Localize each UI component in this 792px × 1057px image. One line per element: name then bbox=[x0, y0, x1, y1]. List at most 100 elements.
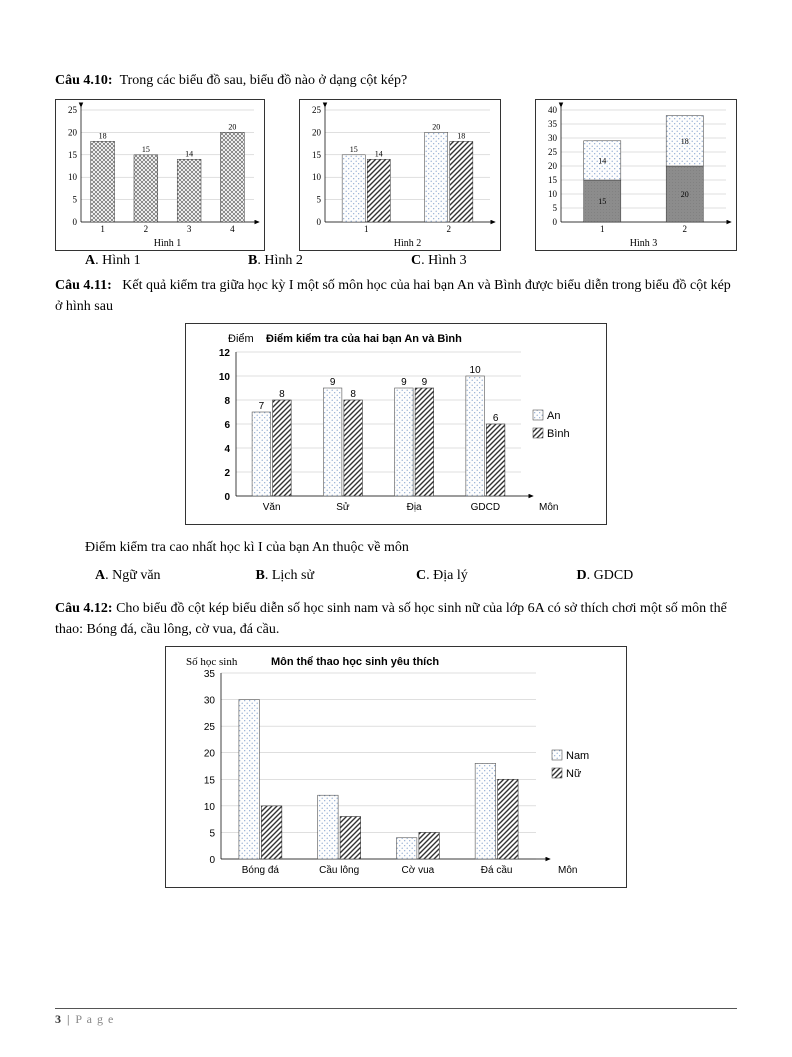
svg-text:10: 10 bbox=[312, 172, 322, 182]
svg-text:7: 7 bbox=[259, 401, 265, 412]
svg-text:3: 3 bbox=[187, 224, 192, 234]
q411-text: Kết quả kiểm tra giữa học kỳ I một số mô… bbox=[55, 278, 731, 314]
chart-412: Số học sinhMôn thể thao học sinh yêu thí… bbox=[165, 646, 627, 888]
question-4-11: Câu 4.11: Kết quả kiểm tra giữa học kỳ I… bbox=[55, 275, 737, 317]
svg-text:Môn: Môn bbox=[558, 865, 577, 876]
svg-text:An: An bbox=[547, 410, 560, 422]
question-4-10: Câu 4.10: Trong các biểu đồ sau, biểu đồ… bbox=[55, 70, 737, 91]
q411-prompt: Điểm kiểm tra cao nhất học kì I của bạn … bbox=[85, 537, 737, 558]
svg-text:14: 14 bbox=[185, 149, 193, 158]
svg-text:20: 20 bbox=[312, 127, 322, 137]
svg-text:1: 1 bbox=[364, 224, 369, 234]
svg-text:9: 9 bbox=[330, 377, 336, 388]
svg-text:Sử: Sử bbox=[336, 501, 350, 513]
q410-label: Câu 4.10: bbox=[55, 73, 113, 88]
svg-text:18: 18 bbox=[681, 137, 689, 146]
question-4-12: Câu 4.12: Cho biểu đồ cột kép biểu diễn … bbox=[55, 598, 737, 640]
svg-text:20: 20 bbox=[681, 190, 689, 199]
svg-text:15: 15 bbox=[68, 150, 78, 160]
svg-text:2: 2 bbox=[447, 224, 452, 234]
charts-row-410: 0510152025181152143204Hình 1 05101520251… bbox=[55, 99, 737, 251]
svg-text:5: 5 bbox=[209, 828, 215, 839]
svg-text:6: 6 bbox=[493, 413, 499, 424]
svg-text:40: 40 bbox=[548, 105, 558, 115]
svg-text:10: 10 bbox=[204, 802, 216, 813]
q410-options: A. Hình 1 B. Hình 2 C. Hình 3 bbox=[55, 253, 737, 269]
svg-text:Nữ: Nữ bbox=[566, 768, 582, 780]
svg-text:Cờ vua: Cờ vua bbox=[402, 865, 435, 876]
svg-text:20: 20 bbox=[548, 161, 558, 171]
q412-text: Cho biểu đồ cột kép biểu diễn số học sin… bbox=[55, 601, 727, 637]
svg-text:Điểm: Điểm bbox=[228, 333, 254, 345]
svg-text:15: 15 bbox=[598, 197, 606, 206]
svg-text:Đá cầu: Đá cầu bbox=[481, 864, 513, 876]
svg-text:20: 20 bbox=[228, 122, 236, 131]
svg-text:Nam: Nam bbox=[566, 750, 589, 762]
svg-text:35: 35 bbox=[204, 669, 216, 680]
svg-text:18: 18 bbox=[99, 131, 107, 140]
svg-text:14: 14 bbox=[375, 149, 383, 158]
svg-text:15: 15 bbox=[142, 145, 150, 154]
hinh1-container: 0510152025181152143204Hình 1 bbox=[55, 99, 265, 251]
svg-text:35: 35 bbox=[548, 119, 558, 129]
q410-text: Trong các biểu đồ sau, biểu đồ nào ở dạn… bbox=[120, 73, 408, 88]
svg-text:25: 25 bbox=[548, 147, 558, 157]
page-footer: 3 | P a g e bbox=[55, 1008, 737, 1027]
svg-text:Hình 2: Hình 2 bbox=[394, 238, 422, 249]
svg-text:20: 20 bbox=[204, 749, 216, 760]
svg-text:Bình: Bình bbox=[547, 428, 570, 440]
svg-text:0: 0 bbox=[553, 217, 558, 227]
svg-text:Số học sinh: Số học sinh bbox=[186, 656, 238, 668]
svg-text:0: 0 bbox=[224, 492, 230, 503]
svg-text:GDCD: GDCD bbox=[471, 502, 500, 513]
svg-text:15: 15 bbox=[548, 175, 558, 185]
opt-410-b: B. Hình 2 bbox=[248, 253, 411, 269]
q412-label: Câu 4.12: bbox=[55, 601, 113, 616]
svg-text:Hình 3: Hình 3 bbox=[630, 238, 658, 249]
svg-text:20: 20 bbox=[432, 122, 440, 131]
svg-text:15: 15 bbox=[204, 775, 216, 786]
svg-text:9: 9 bbox=[422, 377, 428, 388]
svg-text:1: 1 bbox=[100, 224, 105, 234]
svg-text:4: 4 bbox=[230, 224, 235, 234]
svg-text:8: 8 bbox=[350, 389, 356, 400]
svg-text:25: 25 bbox=[312, 105, 322, 115]
svg-text:9: 9 bbox=[401, 377, 407, 388]
svg-text:0: 0 bbox=[73, 217, 78, 227]
svg-text:25: 25 bbox=[204, 722, 216, 733]
svg-text:Cầu lông: Cầu lông bbox=[319, 864, 359, 876]
svg-text:10: 10 bbox=[68, 172, 78, 182]
chart-411: Điểm Điểm kiểm tra của hai bạn An và Bình… bbox=[185, 323, 607, 525]
svg-text:6: 6 bbox=[224, 420, 230, 431]
hinh1-chart: 0510152025181152143204Hình 1 bbox=[55, 99, 265, 251]
svg-text:2: 2 bbox=[683, 224, 688, 234]
svg-text:4: 4 bbox=[224, 444, 230, 455]
svg-text:15: 15 bbox=[312, 150, 322, 160]
svg-text:18: 18 bbox=[457, 131, 465, 140]
svg-text:15: 15 bbox=[350, 145, 358, 154]
svg-text:Văn: Văn bbox=[263, 502, 281, 513]
hinh3-chart: 05101520253035401514120182Hình 3 bbox=[535, 99, 737, 251]
opt-411-d: D. GDCD bbox=[577, 568, 738, 584]
opt-411-a: A. Ngữ văn bbox=[95, 568, 256, 584]
svg-text:30: 30 bbox=[204, 696, 216, 707]
q411-label: Câu 4.11: bbox=[55, 278, 112, 293]
svg-text:0: 0 bbox=[209, 855, 215, 866]
opt-410-a: A. Hình 1 bbox=[85, 253, 248, 269]
hinh3-container: 05101520253035401514120182Hình 3 bbox=[535, 99, 737, 251]
svg-text:10: 10 bbox=[219, 372, 231, 383]
opt-410-c: C. Hình 3 bbox=[411, 253, 574, 269]
svg-text:12: 12 bbox=[219, 348, 231, 359]
svg-text:2: 2 bbox=[224, 468, 230, 479]
svg-text:20: 20 bbox=[68, 127, 78, 137]
svg-text:Điểm kiểm tra của hai bạn An: Điểm kiểm tra của hai bạn An và Bình bbox=[266, 333, 462, 345]
svg-text:Hình 1: Hình 1 bbox=[154, 238, 182, 249]
opt-411-b: B. Lịch sử bbox=[256, 568, 417, 584]
svg-text:Địa: Địa bbox=[407, 502, 422, 513]
svg-text:5: 5 bbox=[73, 195, 78, 205]
svg-text:1: 1 bbox=[600, 224, 605, 234]
svg-text:0: 0 bbox=[317, 217, 322, 227]
opt-411-c: C. Địa lý bbox=[416, 568, 577, 584]
q411-options: A. Ngữ văn B. Lịch sử C. Địa lý D. GDCD bbox=[55, 568, 737, 584]
svg-text:5: 5 bbox=[317, 195, 322, 205]
